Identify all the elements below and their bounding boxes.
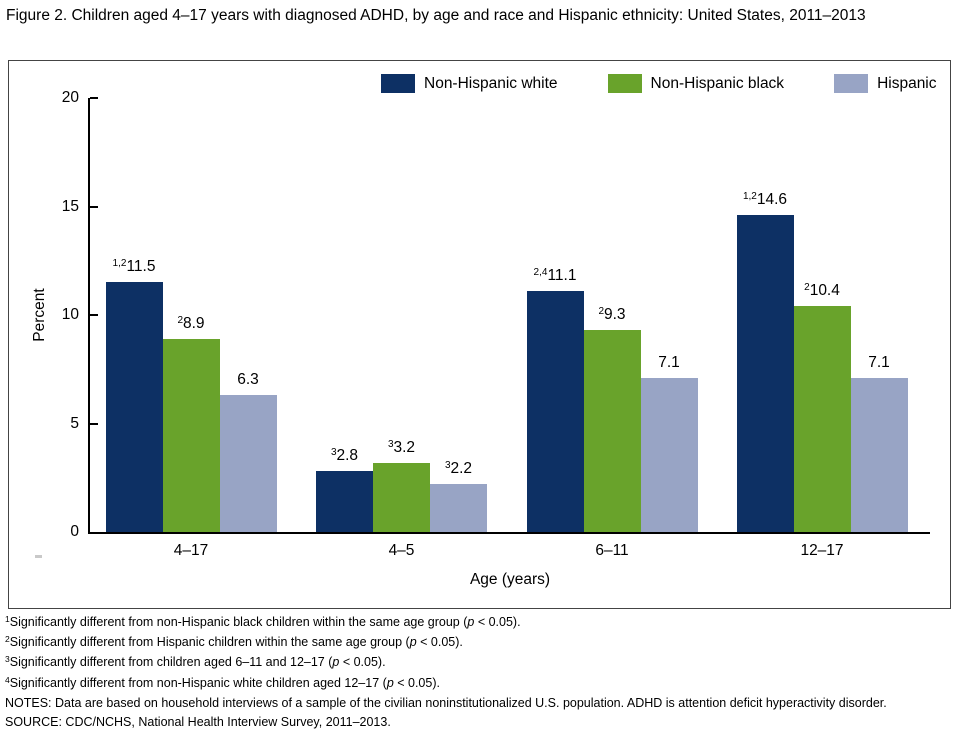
bar-non-hispanic-black-4-17: [162, 338, 220, 532]
x-axis-line: [88, 532, 930, 534]
chart-panel: Non-Hispanic white Non-Hispanic black Hisp…: [8, 60, 951, 609]
legend-item-non-hispanic-white: Non-Hispanic white: [381, 74, 558, 93]
legend-swatch-non-hispanic-white: [381, 74, 415, 93]
x-tick-label-6-11: 6–11: [595, 542, 629, 559]
y-tick-label-0: 0: [70, 523, 79, 540]
footnotes: 1Significantly different from non-Hispan…: [5, 613, 955, 732]
footnote-superscript: 1: [5, 614, 10, 624]
bar-non-hispanic-black-6-11: [583, 330, 641, 532]
value-label-non-hispanic-white-4-17: 1,211.5: [112, 258, 156, 276]
legend-label-hispanic: Hispanic: [877, 74, 937, 92]
value-label-superscript: 2: [598, 306, 604, 318]
bar-hispanic-6-11: [640, 377, 698, 532]
p-value-symbol: p: [467, 615, 475, 629]
legend-label-non-hispanic-white: Non-Hispanic white: [424, 74, 558, 92]
value-label-superscript: 3: [444, 460, 451, 472]
footnote-superscript: 4: [5, 674, 10, 685]
legend-item-non-hispanic-black: Non-Hispanic black: [607, 74, 785, 93]
y-tick-mark-10: [90, 314, 98, 316]
bar-non-hispanic-white-4-17: [105, 282, 163, 532]
value-label-superscript: 2,4: [533, 267, 548, 279]
value-label-superscript: 2: [804, 282, 810, 294]
value-label-superscript: 1,2: [112, 258, 127, 270]
value-label-superscript: 3: [387, 438, 394, 450]
x-tick-label-4-17: 4–17: [173, 542, 209, 559]
value-label-non-hispanic-black-12-17: 210.4: [804, 282, 840, 300]
y-tick-label-20: 20: [61, 89, 79, 106]
value-label-non-hispanic-white-12-17: 1,214.6: [742, 191, 788, 209]
bar-hispanic-4-5: [430, 484, 487, 532]
p-value-symbol: p: [386, 675, 394, 690]
value-label-hispanic-4-17: 6.3: [237, 371, 259, 389]
p-value-symbol: p: [332, 655, 340, 670]
y-tick-mark-20: [90, 97, 98, 99]
value-label-non-hispanic-white-6-11: 2,411.1: [533, 267, 577, 285]
bar-hispanic-4-17: [219, 395, 277, 532]
footnote-1: 1Significantly different from non-Hispan…: [5, 614, 521, 629]
footnote-superscript: 2: [5, 634, 10, 645]
x-axis-title: Age (years): [469, 571, 551, 588]
legend-swatch-hispanic: [834, 74, 869, 93]
value-label-non-hispanic-black-6-11: 29.3: [598, 306, 626, 324]
value-label-non-hispanic-black-4-5: 33.2: [387, 438, 416, 456]
value-label-hispanic-12-17: 7.1: [868, 353, 890, 371]
y-axis-line: [88, 98, 90, 534]
bar-non-hispanic-white-4-5: [316, 471, 373, 532]
value-label-hispanic-4-5: 32.2: [444, 460, 473, 478]
y-tick-label-5: 5: [70, 414, 79, 432]
footnote-2: 2Significantly different from Hispanic c…: [5, 634, 463, 650]
x-tick-label-4-5: 4–5: [388, 542, 415, 559]
bar-non-hispanic-black-12-17: [793, 306, 851, 532]
plot-area: 0 5 10 15 20 1,211.5 32.8 2,411.1 1,214.6 28.9 33…: [9, 61, 950, 608]
footnote-superscript: 3: [5, 654, 10, 665]
y-tick-mark-5: [90, 422, 98, 425]
value-label-superscript: 1,2: [742, 191, 757, 203]
footnote-3: 3Significantly different from children a…: [5, 654, 386, 670]
bar-non-hispanic-white-6-11: [526, 291, 584, 532]
bar-non-hispanic-white-12-17: [736, 215, 794, 532]
legend-item-hispanic: Hispanic: [834, 74, 937, 93]
x-tick-label-12-17: 12–17: [800, 542, 844, 559]
value-label-hispanic-6-11: 7.1: [658, 353, 680, 371]
legend-swatch-non-hispanic-black: [607, 74, 642, 93]
value-label-non-hispanic-black-4-17: 28.9: [177, 314, 205, 332]
smudge-artifact: [35, 555, 42, 558]
y-tick-label-10: 10: [61, 306, 79, 323]
y-axis-title: Percent: [31, 288, 48, 342]
value-label-superscript: 2: [177, 314, 183, 326]
legend-label-non-hispanic-black: Non-Hispanic black: [650, 74, 785, 92]
y-tick-label-15: 15: [61, 197, 79, 215]
notes-text: NOTES: Data are based on household inter…: [5, 695, 887, 710]
figure-title: Figure 2. Children aged 4–17 years with …: [6, 7, 866, 24]
p-value-symbol: p: [409, 635, 417, 650]
chart-legend: Non-Hispanic white Non-Hispanic black Hisp…: [381, 74, 937, 93]
footnote-4: 4Significantly different from non-Hispan…: [5, 674, 440, 690]
value-label-non-hispanic-white-4-5: 32.8: [330, 447, 359, 465]
footnote-list: 1Significantly different from non-Hispan…: [5, 613, 955, 694]
bar-non-hispanic-black-4-5: [373, 462, 430, 532]
value-label-superscript: 3: [330, 447, 337, 459]
bar-hispanic-12-17: [850, 377, 908, 532]
y-tick-mark-15: [90, 205, 98, 208]
